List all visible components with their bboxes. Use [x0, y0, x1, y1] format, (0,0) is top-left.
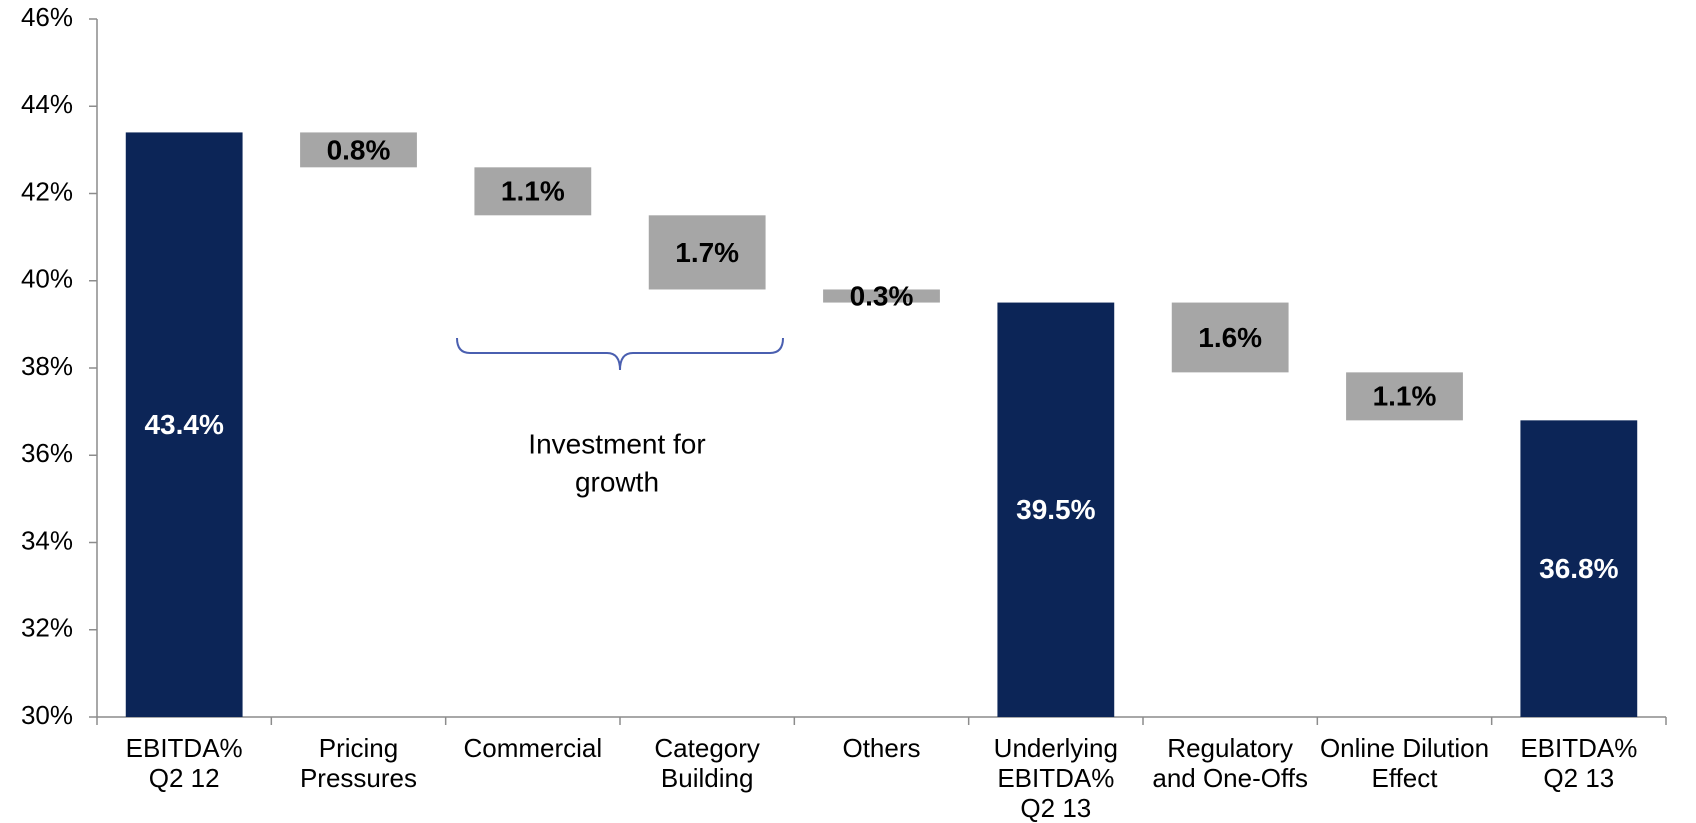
x-tick-label: EBITDA%	[1520, 733, 1637, 763]
x-tick-label: Underlying	[994, 733, 1118, 763]
x-tick-label: Commercial	[463, 733, 602, 763]
value-label: 43.4%	[144, 409, 223, 440]
bar	[648, 215, 766, 290]
x-tick-label: Building	[661, 763, 754, 793]
bar	[474, 167, 592, 216]
value-label: 1.1%	[1373, 381, 1437, 412]
x-tick-label: Pricing	[319, 733, 398, 763]
annotation: Investment for	[528, 428, 705, 459]
value-label: 36.8%	[1539, 553, 1618, 584]
x-tick-label: Category	[654, 733, 760, 763]
x-tick-label: EBITDA%	[997, 763, 1114, 793]
x-tick-label: Q2 13	[1543, 763, 1614, 793]
bar	[1171, 302, 1289, 373]
annotation: growth	[575, 466, 659, 497]
x-tick-label: and One-Offs	[1152, 763, 1308, 793]
x-tick-label: Q2 12	[149, 763, 220, 793]
y-tick-label: 30%	[21, 700, 73, 730]
bar	[997, 302, 1115, 717]
y-tick-label: 34%	[21, 525, 73, 555]
bar	[1346, 372, 1463, 421]
bar	[1520, 420, 1638, 717]
x-tick-label: EBITDA%	[126, 733, 243, 763]
value-label: 1.1%	[501, 176, 565, 207]
value-label: 1.7%	[675, 237, 739, 268]
x-tick-label: Pressures	[300, 763, 417, 793]
x-tick-label: Effect	[1371, 763, 1438, 793]
y-tick-label: 46%	[21, 2, 73, 32]
value-label: 0.3%	[850, 280, 914, 311]
x-tick-label: Others	[842, 733, 920, 763]
x-tick-label: Q2 13	[1020, 793, 1091, 823]
value-label: 39.5%	[1016, 494, 1095, 525]
x-tick-label: Regulatory	[1167, 733, 1293, 763]
bar	[125, 132, 243, 718]
y-tick-label: 40%	[21, 264, 73, 294]
bar	[300, 132, 417, 168]
y-tick-label: 32%	[21, 613, 73, 643]
y-tick-label: 44%	[21, 89, 73, 119]
value-label: 1.6%	[1198, 322, 1262, 353]
y-tick-label: 42%	[21, 176, 73, 206]
x-tick-label: Online Dilution	[1320, 733, 1489, 763]
y-tick-label: 36%	[21, 438, 73, 468]
value-label: 0.8%	[327, 134, 391, 165]
y-tick-label: 38%	[21, 351, 73, 381]
brace	[456, 337, 784, 371]
bar	[823, 289, 940, 303]
